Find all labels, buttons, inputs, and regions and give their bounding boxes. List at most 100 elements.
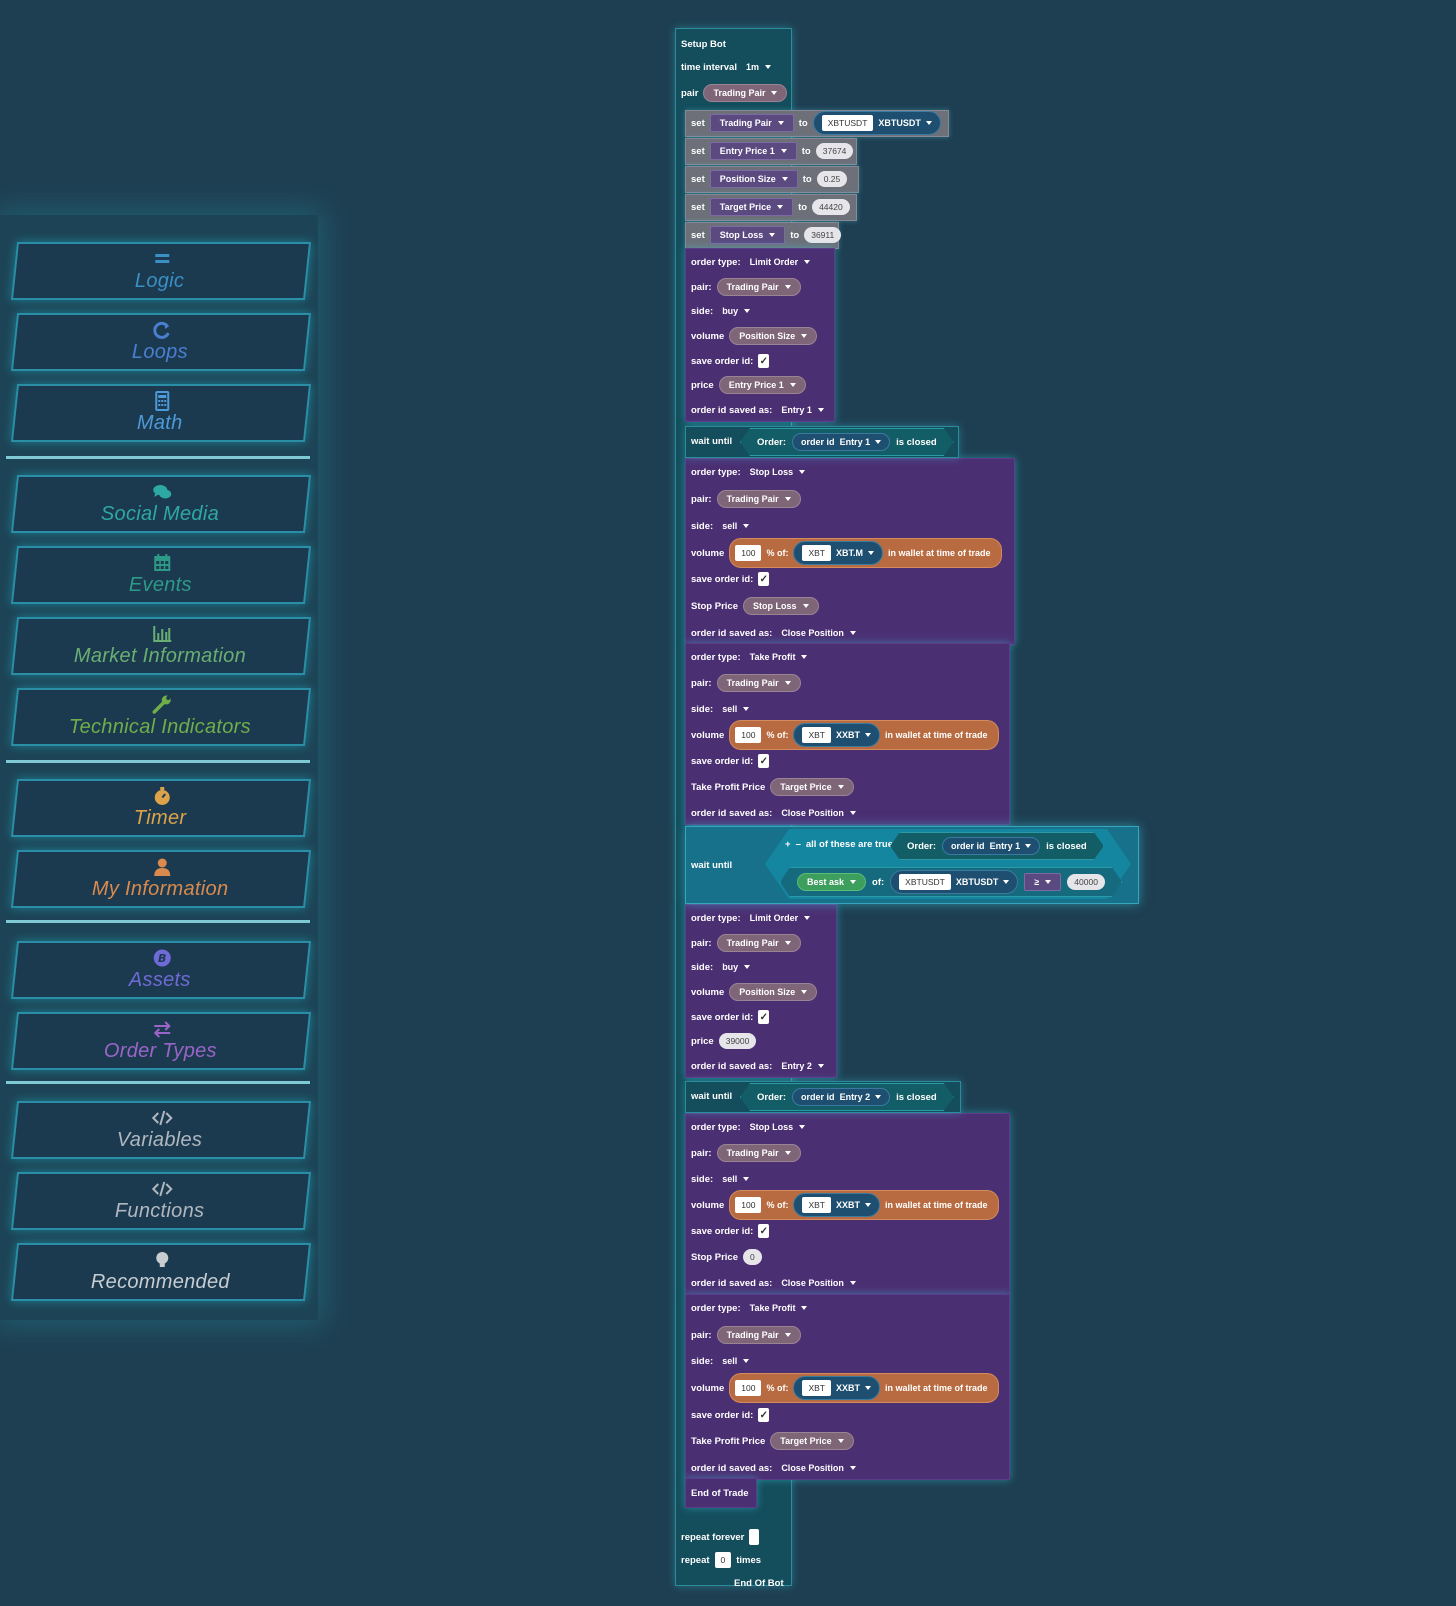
- set-variable-block[interactable]: set Target Price to 44420: [685, 194, 857, 221]
- order-id-pill[interactable]: order id Entry 2: [792, 1088, 890, 1106]
- best-ask-dropdown[interactable]: Best ask: [797, 873, 866, 891]
- order-type-dropdown[interactable]: Limit Order: [746, 254, 815, 270]
- category-loops[interactable]: Loops: [10, 313, 312, 371]
- value-input[interactable]: 44420: [812, 199, 850, 215]
- threshold-input[interactable]: 40000: [1067, 874, 1105, 890]
- asset-pill[interactable]: XBT XBT.M: [793, 541, 883, 565]
- saved-as-dropdown[interactable]: Close Position: [777, 1275, 860, 1291]
- asset-pill[interactable]: XBT XXBT: [793, 1376, 880, 1400]
- percent-input[interactable]: 100: [735, 1197, 762, 1213]
- category-my-information[interactable]: My Information: [10, 850, 312, 908]
- end-of-trade-block[interactable]: End of Trade: [685, 1478, 757, 1508]
- pair-dropdown[interactable]: Trading Pair: [716, 1144, 801, 1162]
- percent-input[interactable]: 100: [735, 1380, 762, 1396]
- variable-dropdown[interactable]: Position Size: [709, 170, 798, 188]
- set-variable-block[interactable]: set Position Size to 0.25: [685, 166, 859, 193]
- category-functions[interactable]: Functions: [10, 1172, 312, 1230]
- add-condition-button[interactable]: +: [785, 838, 791, 850]
- order-type-dropdown[interactable]: Limit Order: [746, 910, 815, 926]
- side-dropdown[interactable]: buy: [718, 303, 754, 319]
- save-order-id-checkbox[interactable]: ✓: [758, 1224, 770, 1238]
- order-closed-condition-2[interactable]: Order: order id Entry 1 is closed: [890, 832, 1104, 860]
- save-order-id-checkbox[interactable]: ✓: [758, 754, 770, 768]
- repeat-count-input[interactable]: 0: [714, 1552, 732, 1568]
- saved-as-dropdown[interactable]: Close Position: [777, 1460, 860, 1476]
- category-recommended[interactable]: Recommended: [10, 1243, 312, 1301]
- asset-pill[interactable]: XBT XXBT: [793, 723, 880, 747]
- order-block[interactable]: order type: Stop Loss pair: Trading Pair sid…: [685, 1113, 1010, 1295]
- take-profit-dropdown[interactable]: Target Price: [770, 1432, 854, 1450]
- save-order-id-checkbox[interactable]: ✓: [758, 1010, 770, 1024]
- side-dropdown[interactable]: sell: [718, 1353, 753, 1369]
- category-timer[interactable]: Timer: [10, 779, 312, 837]
- order-type-dropdown[interactable]: Take Profit: [746, 1300, 812, 1316]
- pair-dropdown[interactable]: Trading Pair: [716, 1326, 801, 1344]
- percent-volume-block[interactable]: 100% of: XBT XXBT in wallet at time of trad…: [729, 720, 999, 750]
- stop-price-input[interactable]: 0: [743, 1249, 762, 1265]
- category-order-types[interactable]: Order Types: [10, 1012, 312, 1070]
- set-variable-block[interactable]: set Trading Pair to XBTUSDT XBTUSDT: [685, 110, 949, 137]
- save-order-id-checkbox[interactable]: ✓: [758, 572, 770, 586]
- saved-as-dropdown[interactable]: Entry 1: [777, 402, 828, 418]
- saved-as-dropdown[interactable]: Entry 2: [777, 1058, 828, 1074]
- order-id-pill[interactable]: order id Entry 1: [942, 837, 1040, 855]
- asset-pill[interactable]: XBT XXBT: [793, 1193, 880, 1217]
- save-order-id-checkbox[interactable]: ✓: [758, 1408, 770, 1422]
- percent-volume-block[interactable]: 100% of: XBT XXBT in wallet at time of trad…: [729, 1190, 999, 1220]
- operator-dropdown[interactable]: ≥: [1024, 873, 1061, 891]
- variable-dropdown[interactable]: Stop Loss: [709, 226, 786, 244]
- pair-dropdown[interactable]: Trading Pair: [703, 84, 788, 102]
- pair-dropdown[interactable]: Trading Pair: [716, 674, 801, 692]
- category-market-information[interactable]: Market Information: [10, 617, 312, 675]
- order-block[interactable]: order type: Limit Order pair: Trading Pair s…: [685, 248, 835, 422]
- percent-input[interactable]: 100: [735, 727, 762, 743]
- category-social-media[interactable]: Social Media: [10, 475, 312, 533]
- category-technical-indicators[interactable]: Technical Indicators: [10, 688, 312, 746]
- category-variables[interactable]: Variables: [10, 1101, 312, 1159]
- variable-dropdown[interactable]: Target Price: [709, 198, 794, 216]
- percent-volume-block[interactable]: 100% of: XBT XBT.M in wallet at time of tra…: [729, 538, 1002, 568]
- saved-as-dropdown[interactable]: Close Position: [777, 805, 860, 821]
- set-variable-block[interactable]: set Stop Loss to 36911: [685, 222, 842, 249]
- pair-dropdown[interactable]: Trading Pair: [716, 934, 801, 952]
- side-dropdown[interactable]: buy: [718, 959, 754, 975]
- side-dropdown[interactable]: sell: [718, 1171, 753, 1187]
- volume-dropdown[interactable]: Position Size: [729, 327, 818, 345]
- repeat-forever-checkbox[interactable]: [749, 1529, 760, 1545]
- order-type-dropdown[interactable]: Stop Loss: [746, 1119, 810, 1135]
- pair-dropdown[interactable]: Trading Pair: [716, 278, 801, 296]
- saved-as-dropdown[interactable]: Close Position: [777, 625, 860, 641]
- value-input[interactable]: 0.25: [816, 171, 848, 187]
- time-interval-dropdown[interactable]: 1m: [742, 59, 775, 75]
- price-dropdown[interactable]: Entry Price 1: [718, 376, 806, 394]
- order-block[interactable]: order type: Stop Loss pair: Trading Pair sid…: [685, 458, 1015, 645]
- value-input[interactable]: 36911: [804, 227, 842, 243]
- order-type-dropdown[interactable]: Stop Loss: [746, 464, 810, 480]
- side-dropdown[interactable]: sell: [718, 518, 753, 534]
- order-closed-condition-1[interactable]: Order: order id Entry 1 is closed: [740, 428, 954, 456]
- side-dropdown[interactable]: sell: [718, 701, 753, 717]
- best-ask-condition[interactable]: Best ask of: XBTUSDT XBTUSDT ≥ 40000: [780, 867, 1122, 897]
- remove-condition-button[interactable]: –: [795, 838, 801, 850]
- category-events[interactable]: Events: [10, 546, 312, 604]
- category-math[interactable]: Math: [10, 384, 312, 442]
- pair-pill[interactable]: XBTUSDT XBTUSDT: [890, 870, 1018, 894]
- value-input[interactable]: 37674: [815, 143, 854, 159]
- save-order-id-checkbox[interactable]: ✓: [758, 354, 770, 368]
- percent-volume-block[interactable]: 100% of: XBT XXBT in wallet at time of trad…: [729, 1373, 999, 1403]
- stop-price-dropdown[interactable]: Stop Loss: [743, 597, 819, 615]
- order-block[interactable]: order type: Take Profit pair: Trading Pair s…: [685, 1294, 1010, 1480]
- set-variable-block[interactable]: set Entry Price 1 to 37674: [685, 138, 857, 165]
- pair-value-pill[interactable]: XBTUSDT XBTUSDT: [812, 111, 941, 135]
- category-assets[interactable]: B Assets: [10, 941, 312, 999]
- order-closed-condition-3[interactable]: Order: order id Entry 2 is closed: [740, 1083, 954, 1111]
- order-type-dropdown[interactable]: Take Profit: [746, 649, 812, 665]
- price-input[interactable]: 39000: [718, 1033, 757, 1049]
- order-id-pill[interactable]: order id Entry 1: [792, 433, 890, 451]
- order-block[interactable]: order type: Take Profit pair: Trading Pair s…: [685, 643, 1010, 825]
- percent-input[interactable]: 100: [735, 545, 762, 561]
- variable-dropdown[interactable]: Entry Price 1: [709, 142, 797, 160]
- order-block[interactable]: order type: Limit Order pair: Trading Pair s…: [685, 904, 837, 1078]
- category-logic[interactable]: Logic: [10, 242, 312, 300]
- variable-dropdown[interactable]: Trading Pair: [709, 114, 794, 132]
